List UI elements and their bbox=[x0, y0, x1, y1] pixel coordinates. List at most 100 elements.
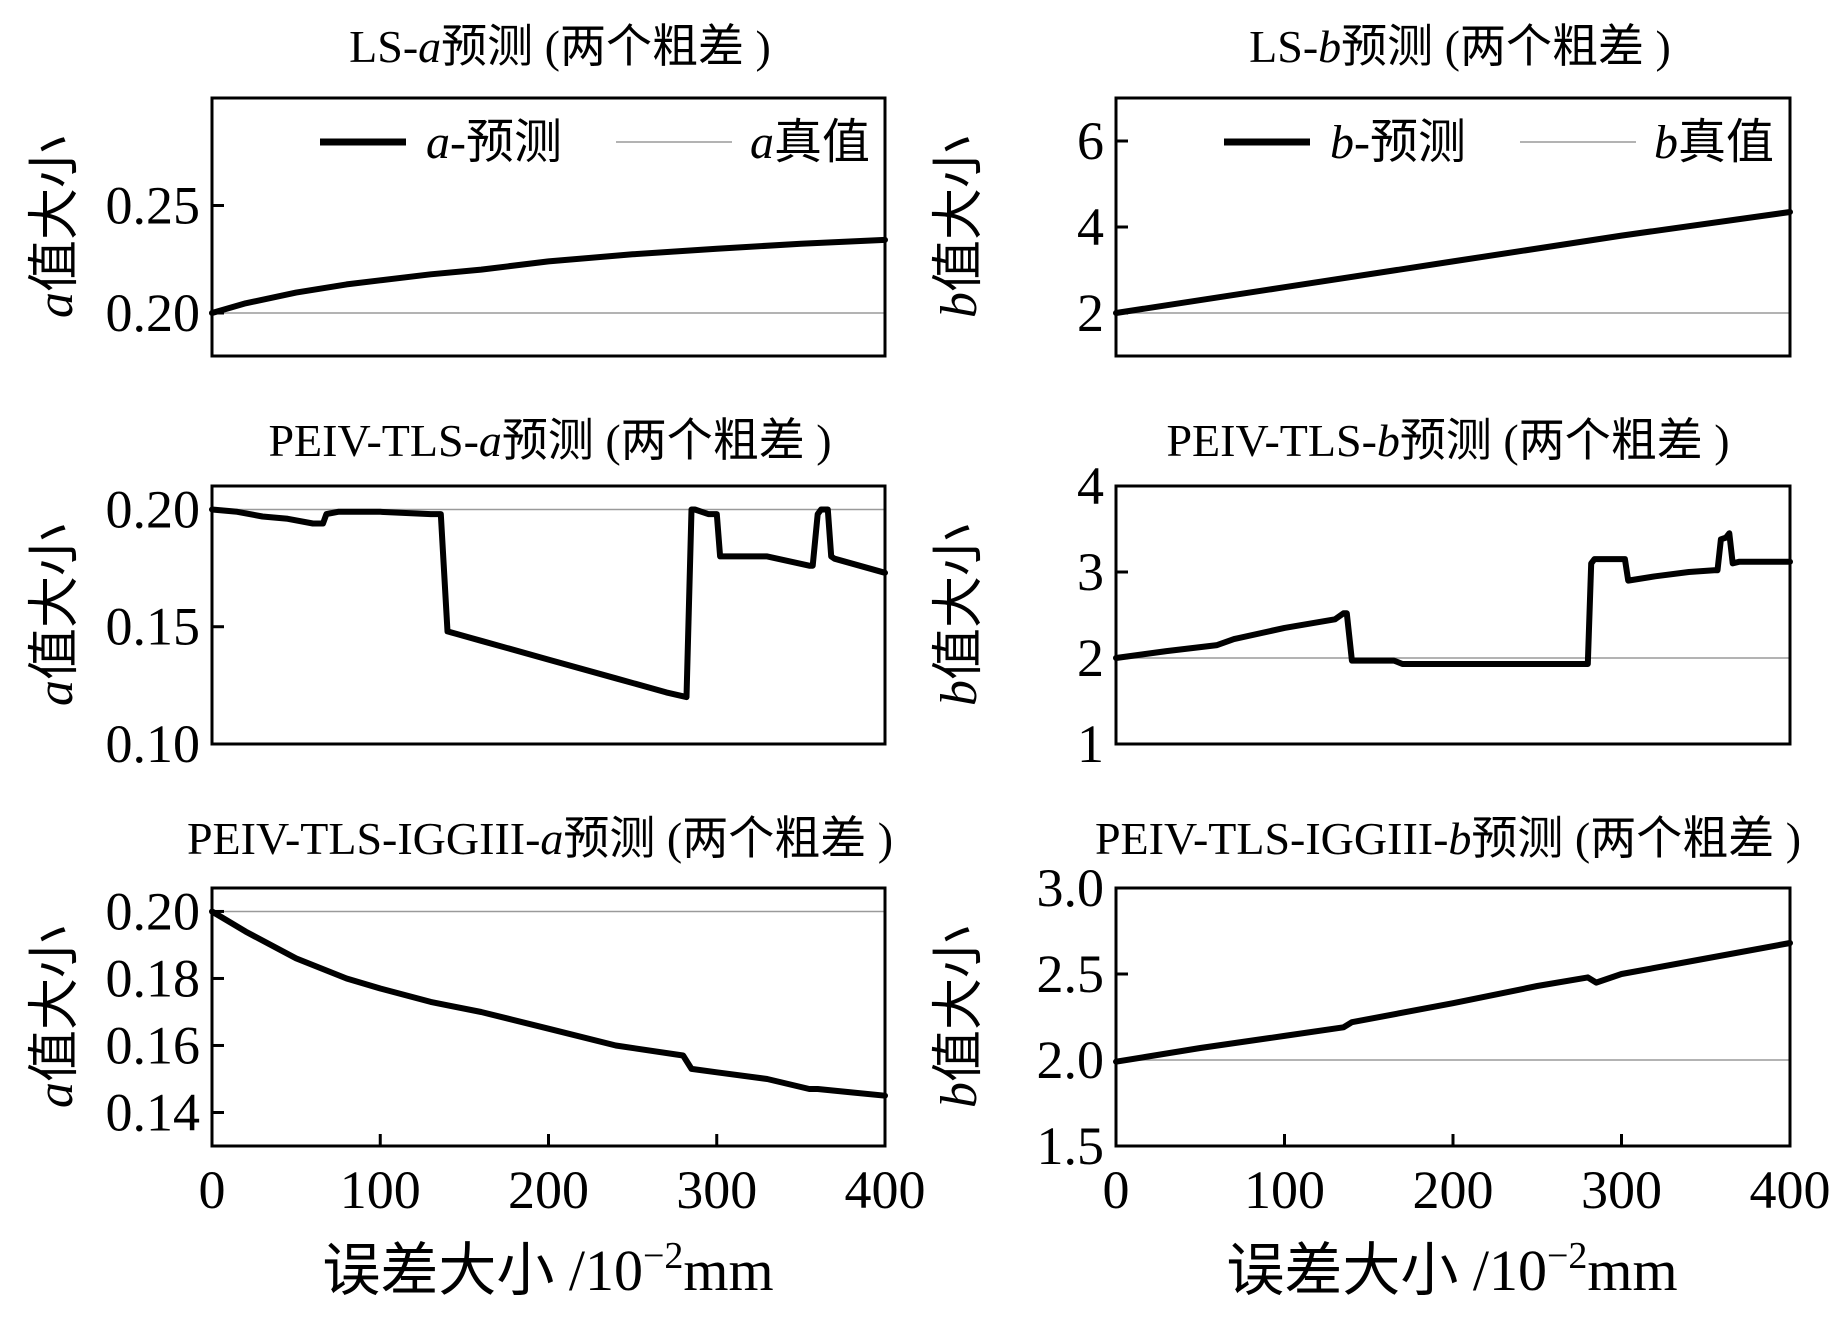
x-tick-label: 300 bbox=[1581, 1160, 1662, 1220]
ylabel-param: b bbox=[931, 1082, 988, 1108]
ylabel-param: b bbox=[931, 292, 988, 318]
ylabel-param: a bbox=[27, 292, 84, 318]
legend-label-true-value: b真值 bbox=[1654, 116, 1774, 169]
legend-true-param: a bbox=[750, 116, 774, 169]
axes-frame bbox=[1114, 886, 1792, 1148]
ylabel-text: 值大小 bbox=[27, 524, 84, 680]
legend-pred-param: a bbox=[426, 116, 450, 169]
y-tick-label: 4 bbox=[1077, 456, 1104, 516]
series-line-prediction bbox=[209, 236, 888, 316]
title-param: a bbox=[418, 21, 441, 72]
chart-iggiii-a: PEIV-TLS-IGGIII-a预测 (两个粗差 )a值大小0.140.160… bbox=[27, 813, 926, 1220]
series-line-prediction bbox=[1113, 209, 1793, 316]
y-axis-label: a值大小 bbox=[27, 524, 84, 706]
title-suffix: 预测 (两个粗差 ) bbox=[1341, 21, 1671, 72]
y-tick-label: 0.18 bbox=[106, 948, 201, 1008]
y-tick-label: 3.0 bbox=[1037, 858, 1105, 918]
y-axis-label: b值大小 bbox=[931, 524, 988, 706]
legend-pred-param: b bbox=[1330, 116, 1354, 169]
xlabel-unit: mm bbox=[683, 1238, 773, 1303]
legend-true-param: b bbox=[1654, 116, 1678, 169]
legend: a-预测 a真值 bbox=[320, 116, 870, 169]
y-tick-label: 2 bbox=[1077, 628, 1104, 688]
y-tick-label: 1 bbox=[1077, 714, 1104, 774]
series-line-prediction bbox=[1113, 940, 1793, 1065]
title-suffix: 预测 (两个粗差 ) bbox=[1400, 415, 1730, 466]
y-axis-label: a值大小 bbox=[27, 136, 84, 318]
title-param: a bbox=[540, 813, 563, 864]
xlabel-exponent: −2 bbox=[643, 1235, 683, 1277]
x-tick-label: 200 bbox=[1413, 1160, 1494, 1220]
x-tick-label: 400 bbox=[845, 1160, 926, 1220]
axes-frame bbox=[210, 484, 887, 746]
legend-true-text: 真值 bbox=[774, 116, 870, 169]
x-tick-label: 400 bbox=[1750, 1160, 1831, 1220]
title-param: a bbox=[479, 415, 502, 466]
title-param: b bbox=[1318, 21, 1341, 72]
axes-frame bbox=[210, 886, 887, 1148]
x-tick-label: 100 bbox=[340, 1160, 421, 1220]
legend: b-预测 b真值 bbox=[1224, 116, 1774, 169]
series-line-prediction bbox=[209, 908, 888, 1099]
axes-frame bbox=[210, 96, 887, 358]
chart-title: PEIV-TLS-b预测 (两个粗差 ) bbox=[1166, 415, 1729, 466]
legend-true-text: 真值 bbox=[1678, 116, 1774, 169]
y-tick-label: 0.16 bbox=[106, 1015, 201, 1075]
ylabel-text: 值大小 bbox=[27, 136, 84, 292]
x-axis-label-right: 误差大小 /10−2mm bbox=[1226, 1235, 1677, 1303]
y-tick-label: 3 bbox=[1077, 542, 1104, 602]
title-prefix: LS- bbox=[349, 21, 418, 72]
y-tick-label: 0.25 bbox=[106, 176, 201, 236]
y-tick-label: 1.5 bbox=[1037, 1116, 1105, 1176]
chart-title: PEIV-TLS-IGGIII-a预测 (两个粗差 ) bbox=[187, 813, 893, 864]
x-tick-label: 100 bbox=[1244, 1160, 1325, 1220]
axes-frame bbox=[1114, 484, 1792, 746]
series-line-prediction bbox=[209, 506, 888, 701]
x-tick-label: 0 bbox=[1103, 1160, 1130, 1220]
xlabel-unit: mm bbox=[1587, 1238, 1677, 1303]
title-suffix: 预测 (两个粗差 ) bbox=[1471, 813, 1801, 864]
y-tick-label: 0.14 bbox=[106, 1082, 201, 1142]
chart-title: LS-b预测 (两个粗差 ) bbox=[1249, 21, 1671, 72]
y-tick-label: 0.20 bbox=[106, 479, 201, 539]
title-suffix: 预测 (两个粗差 ) bbox=[441, 21, 771, 72]
y-axis-label: b值大小 bbox=[931, 136, 988, 318]
y-tick-label: 2.0 bbox=[1037, 1030, 1105, 1090]
title-param: b bbox=[1448, 813, 1471, 864]
x-axis-label-left: 误差大小 /10−2mm bbox=[322, 1235, 773, 1303]
ylabel-text: 值大小 bbox=[931, 524, 988, 680]
y-tick-label: 0.15 bbox=[106, 597, 201, 657]
legend-label-prediction: b-预测 bbox=[1330, 116, 1466, 169]
title-suffix: 预测 (两个粗差 ) bbox=[563, 813, 893, 864]
ylabel-param: b bbox=[931, 680, 988, 706]
legend-pred-text: -预测 bbox=[450, 116, 562, 169]
y-tick-label: 0.20 bbox=[106, 881, 201, 941]
chart-title: PEIV-TLS-IGGIII-b预测 (两个粗差 ) bbox=[1095, 813, 1801, 864]
title-suffix: 预测 (两个粗差 ) bbox=[502, 415, 832, 466]
legend-pred-text: -预测 bbox=[1354, 116, 1466, 169]
xlabel-prefix: 误差大小 /10 bbox=[322, 1238, 643, 1303]
ylabel-param: a bbox=[27, 680, 84, 706]
y-tick-label: 2 bbox=[1077, 283, 1104, 343]
title-prefix: PEIV-TLS- bbox=[268, 415, 478, 466]
y-axis-label: a值大小 bbox=[27, 926, 84, 1108]
chart-title: LS-a预测 (两个粗差 ) bbox=[349, 21, 771, 72]
legend-label-true-value: a真值 bbox=[750, 116, 870, 169]
chart-iggiii-b: PEIV-TLS-IGGIII-b预测 (两个粗差 )b值大小1.52.02.5… bbox=[931, 813, 1831, 1220]
ylabel-param: a bbox=[27, 1082, 84, 1108]
ylabel-text: 值大小 bbox=[27, 926, 84, 1082]
x-tick-label: 200 bbox=[508, 1160, 589, 1220]
x-tick-label: 0 bbox=[199, 1160, 226, 1220]
y-tick-label: 4 bbox=[1077, 197, 1104, 257]
title-param: b bbox=[1377, 415, 1400, 466]
title-prefix: PEIV-TLS- bbox=[1166, 415, 1376, 466]
x-tick-label: 300 bbox=[676, 1160, 757, 1220]
ylabel-text: 值大小 bbox=[931, 136, 988, 292]
y-tick-label: 6 bbox=[1077, 111, 1104, 171]
title-prefix: PEIV-TLS-IGGIII- bbox=[1095, 813, 1448, 864]
